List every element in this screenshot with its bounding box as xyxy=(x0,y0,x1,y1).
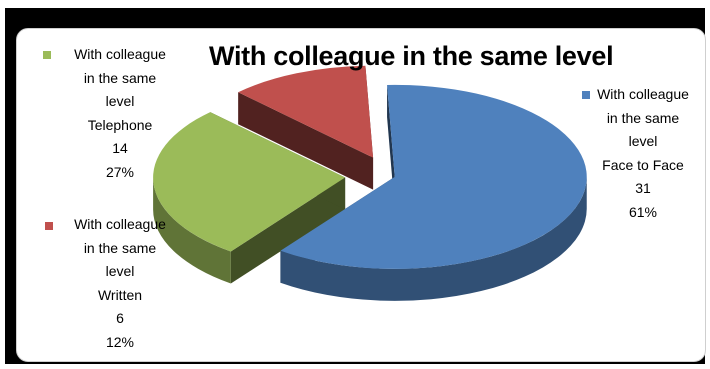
pie-wall-telephone-0 xyxy=(230,177,346,284)
pie-side-telephone xyxy=(153,177,231,284)
label-series-line: With colleague xyxy=(597,86,689,102)
label-category: Face to Face xyxy=(602,156,684,173)
label-percent: 61% xyxy=(628,203,658,220)
label-value: 14 xyxy=(112,140,128,156)
pie-slice-telephone xyxy=(153,112,346,252)
label-series-line: in the same xyxy=(606,109,680,126)
label-category: Written xyxy=(97,286,143,303)
data-label-written: With colleague in the same level Written… xyxy=(60,213,180,354)
label-percent: 12% xyxy=(105,333,135,350)
label-category: Telephone xyxy=(87,116,153,133)
label-value: 31 xyxy=(635,180,651,196)
label-series-line: level xyxy=(105,93,135,109)
label-series-line: level xyxy=(105,263,135,279)
data-label-face-to-face: With colleague in the same level Face to… xyxy=(583,83,703,224)
pie-wall-written-0 xyxy=(238,92,374,190)
chart-area: With colleague in the same level With co… xyxy=(16,28,706,362)
label-series-line: in the same xyxy=(83,69,157,86)
pie-tops xyxy=(153,65,587,269)
pie-wall-face-to-face-0 xyxy=(387,84,395,209)
pie-slice-written xyxy=(238,65,374,158)
pie-slice-face-to-face xyxy=(280,84,587,269)
label-series-line: With colleague xyxy=(74,216,166,232)
legend-swatch-face-to-face xyxy=(582,91,590,99)
label-series-line: in the same xyxy=(83,239,157,256)
legend-swatch-written xyxy=(45,222,53,230)
data-label-telephone: With colleague in the same level Telepho… xyxy=(60,43,180,184)
pie-side-face-to-face xyxy=(280,176,587,301)
label-series-line: With colleague xyxy=(74,46,166,62)
chart-frame: With colleague in the same level With co… xyxy=(5,8,706,364)
label-percent: 27% xyxy=(105,163,135,180)
chart-title: With colleague in the same level xyxy=(209,41,614,71)
pie-chart xyxy=(153,65,587,301)
label-value: 6 xyxy=(116,310,124,326)
legend-swatch-telephone xyxy=(43,51,51,59)
label-series-line: level xyxy=(628,133,658,149)
